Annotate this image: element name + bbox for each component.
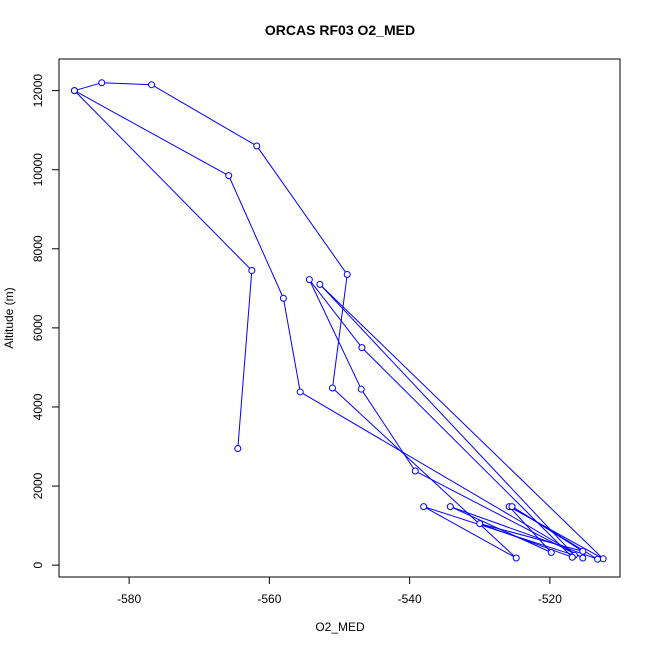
- data-point: [568, 553, 576, 561]
- series-segment: [482, 523, 581, 552]
- x-tick-label: -520: [538, 592, 562, 606]
- data-point: [148, 81, 156, 89]
- data-point: [98, 79, 106, 87]
- data-point: [579, 547, 587, 555]
- series-segment: [426, 507, 514, 558]
- data-point: [279, 294, 287, 302]
- series-segment: [417, 471, 581, 558]
- data-point: [70, 87, 78, 95]
- data-point: [446, 503, 454, 511]
- y-axis: 0 2000 4000 6000 8000 10000 12000: [31, 74, 60, 568]
- series-segment: [283, 301, 301, 390]
- series-segment: [76, 92, 251, 269]
- x-axis: -580 -560 -540 -520: [117, 576, 562, 606]
- data-point: [594, 555, 602, 563]
- y-axis-label: Altitude (m): [2, 287, 16, 348]
- y-tick-label: 10000: [31, 153, 45, 187]
- series-segment: [321, 286, 602, 558]
- x-axis-label: O2_MED: [315, 620, 365, 634]
- series-segment: [237, 273, 253, 446]
- data-point: [316, 280, 324, 288]
- series-segment: [153, 85, 255, 145]
- series-segment: [77, 83, 100, 91]
- data-point: [234, 444, 242, 452]
- data-point: [305, 276, 313, 284]
- data-point: [328, 384, 336, 392]
- data-point: [296, 388, 304, 396]
- data-point: [411, 467, 419, 475]
- series-segment: [76, 91, 227, 175]
- data-point: [420, 503, 428, 511]
- series-segment: [363, 349, 571, 556]
- data-point: [225, 172, 233, 180]
- series: [70, 79, 607, 563]
- x-tick-label: -540: [398, 592, 422, 606]
- data-point: [343, 271, 351, 279]
- y-tick-label: 12000: [31, 74, 45, 108]
- series-segment: [229, 178, 283, 296]
- series-segment: [510, 508, 550, 551]
- y-tick-label: 8000: [31, 235, 45, 262]
- data-point: [248, 267, 256, 275]
- data-point: [579, 554, 587, 562]
- series-segment: [258, 148, 346, 273]
- series-segment: [514, 507, 581, 551]
- series-segment: [332, 277, 348, 386]
- data-point: [512, 554, 520, 562]
- data-point: [253, 142, 261, 150]
- y-tick-label: 2000: [31, 472, 45, 499]
- y-tick-label: 4000: [31, 393, 45, 420]
- series-segment: [362, 391, 415, 469]
- data-point: [357, 385, 365, 393]
- y-tick-label: 0: [31, 561, 45, 568]
- series-segment: [302, 393, 581, 557]
- data-point: [508, 503, 516, 511]
- chart-title: ORCAS RF03 O2_MED: [265, 22, 415, 38]
- data-point: [547, 548, 555, 556]
- series-segment: [321, 286, 573, 554]
- series-segment: [310, 281, 361, 346]
- x-tick-label: -580: [117, 592, 141, 606]
- x-tick-label: -560: [257, 592, 281, 606]
- series-layer: [70, 79, 607, 563]
- data-point: [599, 555, 607, 563]
- series-segment: [482, 524, 570, 557]
- series-segment: [334, 389, 515, 557]
- series-segment: [310, 282, 361, 387]
- series-segment: [452, 507, 595, 559]
- y-tick-label: 6000: [31, 314, 45, 341]
- data-point: [476, 520, 484, 528]
- data-point: [358, 344, 366, 352]
- series-segment: [104, 82, 149, 86]
